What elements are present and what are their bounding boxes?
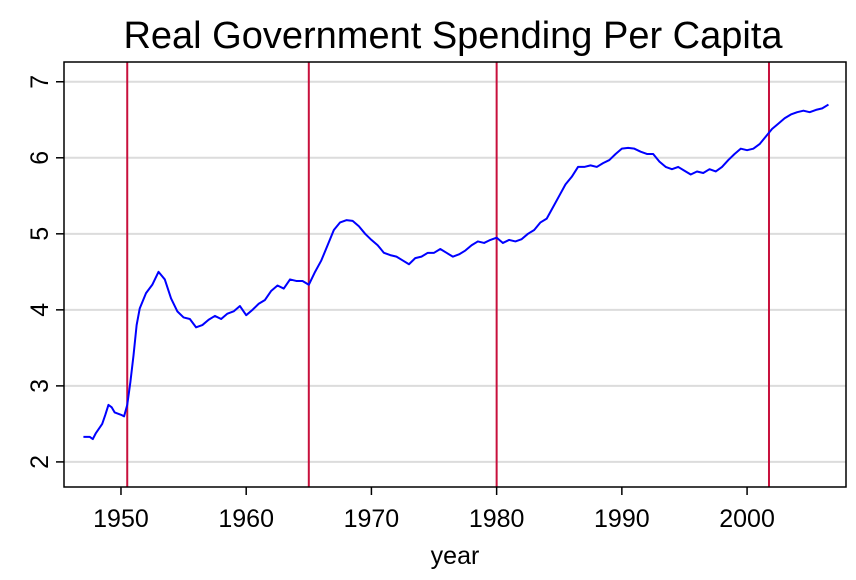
x-tick-label: 1950 (93, 505, 149, 533)
x-tick-label: 2000 (719, 505, 775, 533)
chart-title: Real Government Spending Per Capita (123, 15, 783, 57)
plot-frame (63, 61, 847, 488)
x-axis-label: year (431, 542, 480, 570)
x-tick-label: 1960 (218, 505, 274, 533)
y-tick-label: 5 (26, 227, 54, 241)
y-tick-label: 2 (26, 455, 54, 469)
y-tick-label: 7 (26, 75, 54, 89)
x-tick-label: 1990 (594, 505, 650, 533)
x-tick-label: 1980 (469, 505, 525, 533)
y-tick-label: 6 (26, 151, 54, 165)
x-tick-label: 1970 (344, 505, 400, 533)
y-tick-label: 3 (26, 379, 54, 393)
y-tick-label: 4 (26, 303, 54, 317)
data-line (83, 103, 829, 441)
